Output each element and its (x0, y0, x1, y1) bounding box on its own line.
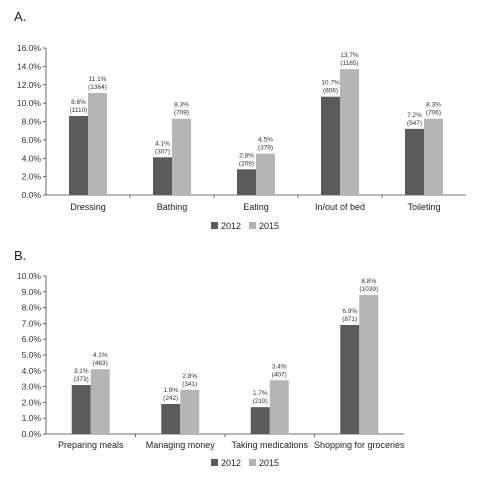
data-label-count: (341) (182, 381, 197, 388)
bar-2015 (424, 118, 443, 195)
y-tick-label: 5.0% (22, 350, 42, 360)
legend-label: 2012 (221, 458, 241, 468)
y-tick-label: 10.0% (17, 98, 42, 108)
y-tick-label: 10.0% (17, 271, 42, 281)
x-category-label: Bathing (157, 202, 188, 212)
legend-swatch-2012 (211, 222, 218, 229)
legend: 2012 2015 (211, 221, 279, 231)
x-category-label: Dressing (70, 202, 106, 212)
x-category-label: Taking medications (231, 440, 308, 450)
y-tick-label: 0.0% (22, 190, 42, 200)
bar-2015 (180, 389, 200, 434)
data-label-count: (373) (74, 376, 89, 383)
legend: 2012 2015 (211, 458, 279, 468)
bar-2015 (88, 93, 107, 195)
data-label-percent: 2.8% (239, 152, 254, 159)
bar-2015 (359, 294, 379, 434)
data-label-percent: 8.3% (174, 102, 189, 109)
data-label-percent: 2.8% (182, 373, 197, 380)
x-category-label: Toileting (407, 202, 440, 212)
bar-2012 (69, 115, 88, 195)
bar-2015 (340, 69, 359, 195)
y-tick-label: 2.0% (22, 397, 42, 407)
x-category-label: Shopping for groceries (314, 440, 405, 450)
data-label-count: (1039) (359, 286, 378, 293)
panel-label: A. (14, 9, 26, 24)
bar-2015 (172, 118, 191, 195)
x-category-label: Managing money (146, 440, 216, 450)
data-label-percent: 11.1% (89, 76, 107, 83)
data-label-count: (209) (239, 160, 254, 167)
x-category-label: In/out of bed (315, 202, 365, 212)
legend-label: 2012 (221, 221, 241, 231)
data-label-count: (706) (426, 110, 441, 117)
data-label-percent: 7.2% (407, 112, 422, 119)
legend-label: 2015 (259, 221, 279, 231)
data-label-count: (547) (407, 120, 422, 127)
data-label-count: (483) (93, 360, 108, 367)
data-label-percent: 4.1% (93, 352, 108, 359)
y-tick-label: 6.0% (22, 135, 42, 145)
chart-panel-b: B. 0.0% 1.0% 2.0% 3.0% 4.0% 5.0% 6.0% 7.0% 8.0% 9.… (14, 248, 405, 468)
data-label-count: (871) (342, 316, 357, 323)
y-tick-label: 1.0% (22, 413, 42, 423)
bar-2012 (161, 403, 181, 434)
y-tick-label: 4.0% (22, 366, 42, 376)
data-label-percent: 1.9% (163, 387, 178, 394)
bar-2012 (71, 385, 91, 434)
y-tick-label: 16.0% (17, 43, 42, 53)
data-label-percent: 8.6% (71, 99, 86, 106)
y-tick-label: 4.0% (22, 153, 42, 163)
data-label-count: (407) (272, 371, 287, 378)
legend-swatch-2012 (211, 459, 218, 466)
bar-2015 (269, 380, 289, 434)
legend-swatch-2015 (249, 222, 256, 229)
data-label-count: (1165) (340, 60, 358, 67)
y-tick-label: 7.0% (22, 318, 42, 328)
data-label-percent: 8.8% (361, 278, 376, 285)
data-label-percent: 4.5% (258, 137, 273, 144)
y-tick-label: 6.0% (22, 334, 42, 344)
data-label-percent: 3.4% (272, 363, 287, 370)
y-tick-label: 3.0% (22, 382, 42, 392)
panel-label: B. (14, 248, 26, 263)
data-label-percent: 3.1% (74, 368, 89, 375)
bar-2012 (405, 128, 424, 195)
bar-2012 (237, 169, 256, 195)
data-label-percent: 8.3% (426, 102, 441, 109)
legend-swatch-2015 (249, 459, 256, 466)
bar-2012 (340, 324, 360, 434)
data-label-count: (379) (258, 145, 273, 152)
y-tick-label: 2.0% (22, 172, 42, 182)
data-label-count: (219) (253, 398, 268, 405)
data-label-percent: 1.7% (253, 390, 268, 397)
bar-2015 (90, 369, 110, 434)
y-tick-label: 14.0% (17, 61, 42, 71)
y-tick-label: 12.0% (17, 80, 42, 90)
data-label-percent: 10.7% (321, 80, 340, 87)
bar-2015 (256, 153, 275, 195)
data-label-percent: 4.1% (155, 140, 170, 147)
data-label-count: (307) (155, 148, 170, 155)
data-label-count: (709) (174, 110, 189, 117)
legend-label: 2015 (259, 458, 279, 468)
y-tick-label: 8.0% (22, 117, 42, 127)
data-label-count: (806) (323, 88, 338, 95)
bar-2012 (250, 407, 270, 434)
x-category-label: Eating (243, 202, 269, 212)
data-label-count: (242) (163, 395, 178, 402)
bar-2012 (321, 96, 340, 195)
data-label-percent: 13.7% (340, 52, 359, 59)
data-label-count: (1110) (70, 107, 88, 114)
y-tick-label: 8.0% (22, 303, 42, 313)
data-label-percent: 6.9% (342, 308, 357, 315)
bar-2012 (153, 157, 172, 195)
chart-panel-a: A. 0.0% 2.0% 4.0% 6.0% 8.0% 10.0% 12.0% 14.0% 16.… (14, 9, 466, 231)
data-label-count: (1364) (88, 84, 107, 91)
y-tick-label: 0.0% (22, 429, 42, 439)
y-tick-label: 9.0% (22, 287, 42, 297)
x-category-label: Preparing meals (58, 440, 124, 450)
